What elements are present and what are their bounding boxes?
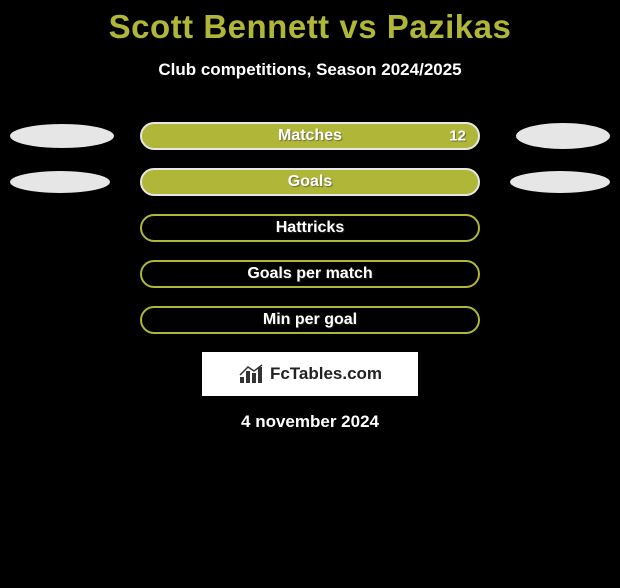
right-bubble: [510, 171, 610, 193]
stat-row: Matches12: [0, 122, 620, 150]
stat-bar: Goals per match: [140, 260, 480, 288]
page-subtitle: Club competitions, Season 2024/2025: [0, 60, 620, 80]
right-bubble: [516, 123, 610, 149]
stat-bar: Min per goal: [140, 306, 480, 334]
stat-label: Goals per match: [142, 265, 478, 283]
stat-label: Goals: [142, 173, 478, 191]
stats-rows: Matches12 Goals Hattricks Goals per match Mi…: [0, 122, 620, 334]
stat-row: Goals per match: [0, 260, 620, 288]
stat-label: Min per goal: [142, 311, 478, 329]
stat-bar: Matches12: [140, 122, 480, 150]
logo: FcTables.com: [238, 363, 382, 385]
stat-row: Min per goal: [0, 306, 620, 334]
stat-label: Matches: [142, 127, 478, 145]
left-bubble: [10, 124, 114, 148]
date-text: 4 november 2024: [0, 412, 620, 432]
chart-icon: [238, 363, 266, 385]
logo-text: FcTables.com: [270, 364, 382, 384]
stat-bar: Goals: [140, 168, 480, 196]
left-bubble: [10, 171, 110, 193]
stat-row: Goals: [0, 168, 620, 196]
stat-value: 12: [449, 128, 466, 145]
page-title: Scott Bennett vs Pazikas: [0, 8, 620, 46]
stat-label: Hattricks: [142, 219, 478, 237]
stat-row: Hattricks: [0, 214, 620, 242]
stat-bar: Hattricks: [140, 214, 480, 242]
logo-box: FcTables.com: [202, 352, 418, 396]
